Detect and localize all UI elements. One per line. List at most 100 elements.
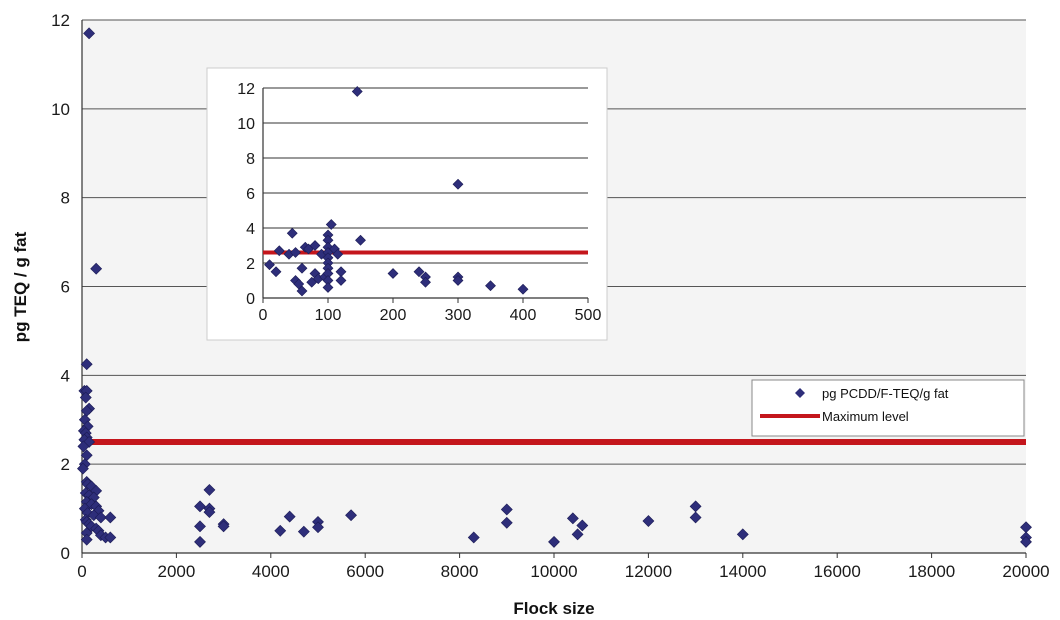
inset-data-point: [296, 285, 308, 297]
inset-x-tick-label: 100: [315, 307, 342, 324]
inset-x-tick-label: 200: [380, 307, 407, 324]
main-data-point: [194, 520, 206, 533]
main-data-point: [1020, 535, 1032, 548]
inset-data-point: [296, 262, 308, 274]
inset-data-point: [517, 283, 529, 295]
main-data-point: [566, 512, 579, 525]
main-y-tick-label: 2: [61, 455, 70, 474]
inset-x-tick-label: 300: [445, 307, 472, 324]
main-data-point: [83, 27, 96, 40]
main-x-tick-label: 20000: [1002, 562, 1049, 581]
main-data-point: [736, 528, 749, 541]
main-x-tick-label: 6000: [346, 562, 384, 581]
inset-y-tick-label: 6: [246, 186, 255, 203]
main-y-tick-label: 6: [61, 278, 70, 297]
main-data-point: [283, 510, 296, 523]
main-data-point: [77, 462, 89, 475]
main-y-tick-label: 8: [61, 189, 70, 208]
main-data-point: [203, 506, 216, 519]
legend-label-points: pg PCDD/F-TEQ/g fat: [822, 386, 949, 401]
inset-x-tick-label: 500: [575, 307, 602, 324]
main-x-tick-label: 8000: [441, 562, 479, 581]
main-data-points: [77, 27, 1032, 548]
inset-y-tick-label: 4: [246, 221, 255, 238]
main-data-point: [500, 516, 513, 529]
inset-chart: 0 100 200 300 400 500 0 2 4 6 8 10 12: [206, 67, 608, 341]
inset-y-tick-label: 10: [237, 116, 255, 133]
inset-data-point: [452, 178, 464, 190]
inset-x-tick-label: 0: [259, 307, 268, 324]
inset-x-tick-label: 400: [510, 307, 537, 324]
inset-y-tick-label: 8: [246, 151, 255, 168]
main-data-point: [571, 528, 584, 541]
main-x-tick-label: 18000: [908, 562, 955, 581]
main-data-point: [548, 535, 560, 548]
main-data-point: [80, 533, 93, 546]
main-y-tick-labels: 0 2 4 6 8 10 12: [51, 11, 70, 563]
main-data-point: [642, 515, 655, 527]
main-data-point: [345, 509, 357, 522]
inset-data-point: [325, 219, 337, 230]
inset-data-point: [351, 86, 363, 97]
main-y-tick-label: 10: [51, 100, 70, 119]
main-data-point: [274, 524, 287, 537]
main-x-tick-label: 16000: [814, 562, 861, 581]
main-data-point: [194, 535, 206, 548]
inset-data-points: [264, 86, 529, 297]
inset-data-point: [387, 268, 399, 279]
inset-data-point: [335, 275, 347, 286]
inset-y-tick-labels: 0 2 4 6 8 10 12: [237, 81, 255, 308]
inset-data-point: [264, 259, 275, 271]
inset-gridlines: [263, 87, 588, 264]
main-x-tick-label: 14000: [719, 562, 766, 581]
main-data-point: [500, 503, 513, 516]
main-x-tick-labels: 0 2000 4000 6000 8000 10000 12000 14000 16000 180…: [77, 553, 1050, 581]
inset-data-point: [355, 234, 366, 246]
inset-x-tick-labels: 0 100 200 300 400 500: [259, 298, 602, 324]
main-data-point: [79, 391, 92, 404]
main-x-tick-label: 0: [77, 562, 86, 581]
legend-box: [751, 379, 1025, 437]
legend-marker-diamond: [795, 388, 805, 398]
inset-data-point: [420, 276, 431, 288]
inset-data-point: [309, 240, 321, 251]
inset-y-tick-label: 12: [237, 81, 255, 98]
main-x-tick-label: 2000: [157, 562, 195, 581]
main-y-tick-label: 12: [51, 11, 70, 30]
inset-data-point: [290, 247, 301, 258]
x-axis-title: Flock size: [513, 599, 594, 618]
y-axis-title: pg TEQ / g fat: [11, 231, 30, 342]
main-x-tick-label: 10000: [530, 562, 577, 581]
inset-data-point: [452, 275, 464, 286]
main-data-point: [94, 511, 107, 524]
main-data-point: [77, 440, 90, 453]
main-data-point: [80, 358, 93, 371]
main-data-point: [104, 531, 117, 544]
inset-data-point: [270, 266, 282, 278]
main-data-point: [203, 484, 216, 496]
inset-background: [206, 67, 608, 341]
inset-data-point: [322, 282, 334, 293]
main-data-point: [217, 520, 230, 533]
inset-y-tick-label: 0: [246, 291, 255, 308]
main-data-point: [87, 509, 100, 522]
inset-data-point: [413, 266, 425, 278]
main-data-point: [297, 525, 310, 538]
main-data-point: [90, 262, 103, 275]
main-data-point: [467, 531, 480, 544]
main-data-point: [689, 511, 702, 524]
legend: pg PCDD/F-TEQ/g fat Maximum level: [751, 379, 1025, 437]
main-x-tick-label: 12000: [625, 562, 672, 581]
inset-data-point: [332, 248, 344, 260]
main-y-tick-label: 0: [61, 544, 70, 563]
inset-data-point: [485, 280, 496, 292]
inset-data-point: [273, 245, 285, 257]
main-data-point: [194, 500, 206, 513]
legend-label-max: Maximum level: [822, 409, 909, 424]
main-y-tick-label: 4: [61, 366, 70, 385]
inset-y-tick-label: 2: [246, 256, 255, 273]
main-data-point: [576, 519, 589, 532]
main-data-point: [104, 511, 117, 524]
